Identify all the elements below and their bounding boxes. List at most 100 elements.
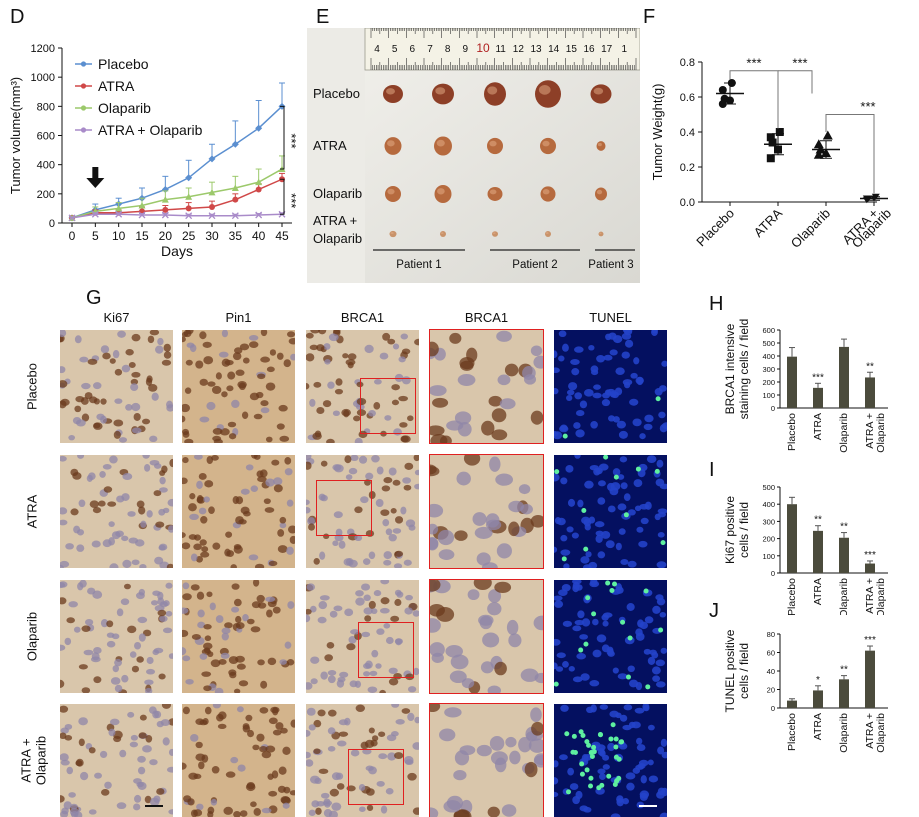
- nucleus: [272, 729, 282, 736]
- nucleus: [554, 473, 560, 482]
- nucleus: [565, 465, 574, 473]
- nucleus: [161, 359, 172, 366]
- nucleus: [139, 564, 147, 568]
- data-point: [232, 196, 239, 203]
- nucleus: [394, 598, 402, 607]
- nucleus: [356, 409, 367, 417]
- nucleus: [555, 666, 564, 672]
- nucleus: [327, 670, 337, 676]
- nucleus: [127, 511, 136, 517]
- tunel-positive-cell: [616, 775, 622, 781]
- nucleus: [368, 600, 376, 609]
- nucleus: [261, 751, 272, 759]
- tumor: [487, 137, 503, 155]
- nucleus: [533, 615, 543, 631]
- nucleus: [450, 654, 469, 670]
- nucleus: [278, 766, 287, 775]
- nucleus: [248, 335, 259, 341]
- nucleus: [60, 581, 68, 588]
- nucleus: [206, 455, 214, 465]
- nucleus: [401, 708, 411, 714]
- column-label: Pin1: [225, 310, 252, 325]
- nucleus: [193, 543, 202, 551]
- nucleus: [221, 391, 228, 398]
- nucleus: [636, 744, 646, 752]
- nucleus: [308, 523, 316, 531]
- nucleus: [562, 343, 569, 352]
- nucleus: [601, 530, 611, 539]
- nucleus: [338, 719, 349, 726]
- nucleus: [354, 506, 363, 514]
- nucleus: [79, 771, 89, 781]
- nucleus: [554, 546, 558, 553]
- nucleus: [280, 796, 291, 804]
- nucleus: [260, 400, 269, 407]
- tumor-highlight: [542, 140, 550, 147]
- nucleus: [497, 374, 511, 386]
- nucleus: [430, 537, 439, 550]
- nucleus: [235, 655, 245, 663]
- ruler-number: 14: [548, 44, 560, 55]
- zoom-region-box: [358, 622, 414, 678]
- nucleus: [491, 408, 507, 423]
- x-tick-label: Olaparib: [788, 206, 833, 251]
- micrograph-tile: [306, 580, 419, 693]
- nucleus: [596, 744, 606, 752]
- ruler-number: 7: [427, 44, 433, 55]
- nucleus: [211, 766, 220, 774]
- nucleus: [259, 707, 269, 714]
- nucleus: [159, 476, 166, 485]
- nucleus: [566, 395, 573, 401]
- nucleus: [265, 745, 276, 753]
- nucleus: [122, 559, 132, 568]
- nucleus: [158, 673, 166, 680]
- nucleus: [242, 723, 250, 730]
- nucleus: [252, 580, 260, 587]
- nucleus: [284, 468, 293, 476]
- significance-label: **: [814, 515, 822, 526]
- panel-label-i: I: [709, 459, 715, 481]
- y-axis-label: TUNEL positive: [723, 629, 737, 712]
- nucleus: [554, 350, 558, 359]
- nucleus: [457, 374, 476, 386]
- nucleus: [572, 625, 582, 632]
- tunel-positive-cell: [583, 546, 589, 552]
- significance-label: ***: [864, 550, 876, 561]
- nucleus: [381, 485, 391, 492]
- data-point: [766, 154, 775, 163]
- nucleus: [60, 753, 69, 762]
- nucleus: [620, 482, 628, 490]
- nucleus: [233, 598, 242, 607]
- nucleus: [159, 601, 168, 608]
- nucleus: [354, 680, 362, 688]
- nucleus: [354, 534, 363, 541]
- nucleus: [315, 807, 322, 815]
- data-point: [209, 203, 215, 210]
- nucleus: [572, 676, 583, 683]
- nucleus: [414, 716, 419, 724]
- nucleus: [318, 601, 328, 610]
- data-point: [208, 155, 216, 163]
- nucleus: [93, 676, 102, 684]
- nucleus: [306, 383, 310, 390]
- nucleus: [583, 806, 592, 813]
- y-tick-label: 400: [762, 352, 775, 361]
- nucleus: [635, 632, 645, 641]
- tunel-positive-cell: [579, 761, 585, 767]
- nucleus: [364, 615, 372, 622]
- x-tick-label: 35: [229, 229, 243, 243]
- y-tick-label: 800: [37, 101, 55, 113]
- row-label: ATRA: [24, 494, 40, 528]
- nucleus: [400, 506, 407, 515]
- nucleus: [102, 352, 111, 360]
- nucleus: [405, 594, 413, 601]
- nucleus: [571, 532, 579, 539]
- nucleus: [310, 678, 318, 685]
- nucleus: [391, 399, 400, 406]
- nucleus: [487, 602, 502, 616]
- y-tick-label: 200: [762, 535, 775, 544]
- nucleus: [78, 664, 88, 670]
- legend-entry: Placebo: [98, 56, 149, 72]
- nucleus: [272, 707, 279, 716]
- nucleus: [485, 519, 502, 531]
